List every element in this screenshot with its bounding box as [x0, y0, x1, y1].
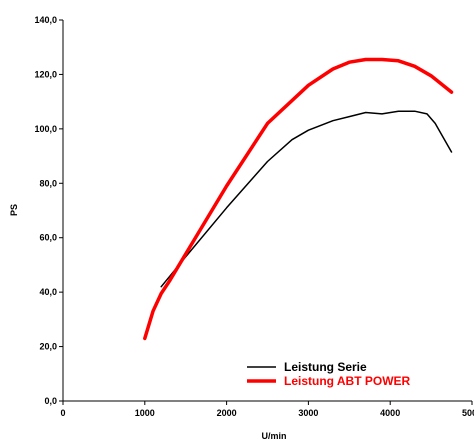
series-layer [143, 57, 454, 341]
y-tick-label: 20,0 [39, 342, 57, 352]
y-tick-label: 0,0 [44, 396, 57, 406]
x-axis-label: U/min [261, 431, 286, 441]
legend: Leistung Serie Leistung ABT POWER [247, 360, 411, 388]
y-axis-label: PS [9, 204, 19, 216]
legend-label-serie: Leistung Serie [284, 360, 367, 374]
x-tick-label: 4000 [380, 408, 400, 418]
x-tick-label: 3000 [298, 408, 318, 418]
y-tick-label: 120,0 [34, 69, 57, 79]
x-tick-label: 1000 [135, 408, 155, 418]
y-tick-label: 80,0 [39, 178, 57, 188]
legend-label-abt-power: Leistung ABT POWER [284, 374, 411, 388]
x-axis-ticks: 0 1000 2000 3000 4000 5000 [60, 401, 474, 418]
y-tick-label: 140,0 [34, 15, 57, 25]
y-tick-label: 100,0 [34, 124, 57, 134]
x-tick-label: 0 [60, 408, 65, 418]
y-axis-ticks: 0,0 20,0 40,0 60,0 80,0 100,0 120,0 140,0 [34, 15, 63, 406]
series-line-serie [160, 110, 453, 288]
y-tick-label: 60,0 [39, 233, 57, 243]
x-tick-label: 5000 [462, 408, 474, 418]
series-line-abt-power [143, 57, 454, 341]
x-tick-label: 2000 [217, 408, 237, 418]
y-tick-label: 40,0 [39, 287, 57, 297]
